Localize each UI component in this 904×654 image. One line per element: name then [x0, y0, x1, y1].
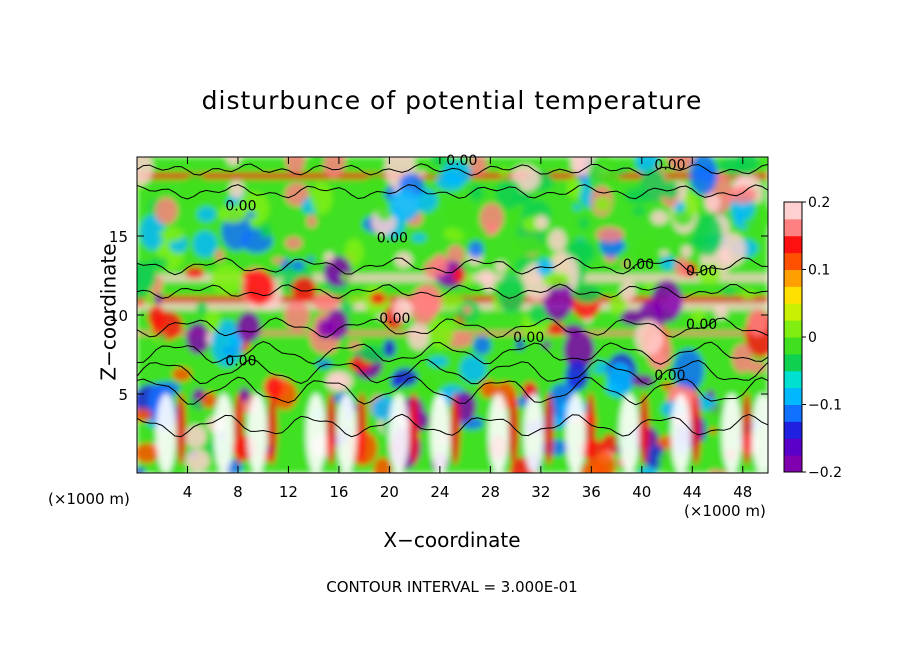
contour-label: 0.00 — [623, 257, 654, 273]
colorbar-swatch — [784, 404, 802, 422]
contour-labels: 0.00 0.00 0.00 0.00 0.00 0.00 0.00 0.00 0.00 0.00… — [225, 153, 717, 384]
x-axis-ticks: 4 8 12 16 20 24 28 32 36 40 44 48 — [183, 157, 752, 501]
y-tick-label: 15 — [109, 228, 128, 246]
contour-lines — [137, 163, 768, 438]
colorbar-swatch — [784, 353, 802, 372]
contour-interval-note: CONTOUR INTERVAL = 3.000E-01 — [326, 578, 578, 596]
y-axis-ticks: 5 10 15 — [109, 228, 768, 404]
colorbar-swatch — [784, 235, 802, 254]
x-tick-label: 28 — [481, 483, 500, 501]
contour-label: 0.00 — [377, 230, 408, 246]
x-tick-label: 48 — [733, 483, 752, 501]
contour-label: 0.00 — [446, 153, 477, 169]
x-tick-label: 8 — [233, 483, 243, 501]
contour-label: 0.00 — [686, 317, 717, 333]
colorbar-tick-label: −0.1 — [808, 398, 842, 414]
x-tick-label: 12 — [279, 483, 298, 501]
heatmap-field — [137, 157, 768, 473]
x-axis-label: X−coordinate — [383, 528, 521, 552]
x-tick-label: 40 — [632, 483, 651, 501]
x-tick-label: 32 — [531, 483, 550, 501]
colorbar-tick-label: 0 — [808, 330, 817, 346]
contour-label: 0.00 — [686, 264, 717, 280]
x-tick-label: 24 — [430, 483, 449, 501]
colorbar-swatch — [784, 455, 802, 473]
colorbar-swatch — [784, 370, 802, 389]
x-tick-label: 16 — [329, 483, 348, 501]
colorbar-swatch — [784, 421, 802, 439]
colorbar-swatch — [784, 202, 802, 220]
colorbar-swatch — [784, 286, 802, 304]
x-tick-label: 44 — [683, 483, 702, 501]
colorbar-swatch — [784, 218, 802, 237]
colorbar-tick-label: 0.1 — [808, 263, 830, 279]
contour-label: 0.00 — [654, 368, 685, 384]
colorbar-swatch — [784, 303, 802, 321]
y-tick-label: 5 — [118, 386, 128, 404]
contour-label: 0.00 — [225, 354, 256, 370]
z-unit-label: (×1000 m) — [48, 490, 130, 508]
colorbar-tick-label: 0.2 — [808, 195, 830, 211]
x-tick-label: 20 — [380, 483, 399, 501]
colorbar-swatch — [784, 387, 802, 405]
contour-label: 0.00 — [513, 330, 544, 346]
colorbar-swatch — [784, 438, 802, 456]
colorbar-tick-label: −0.2 — [808, 465, 842, 481]
y-tick-label: 10 — [109, 307, 128, 325]
x-tick-label: 4 — [183, 483, 193, 501]
colorbar-swatch — [784, 269, 802, 287]
contour-label: 0.00 — [654, 158, 685, 174]
contour-label: 0.00 — [379, 311, 410, 327]
contour-label: 0.00 — [225, 199, 256, 215]
colorbar-swatch — [784, 337, 802, 355]
x-unit-label: (×1000 m) — [684, 502, 766, 520]
chart-title: disturbunce of potential temperature — [201, 86, 703, 115]
colorbar-swatch — [784, 320, 802, 338]
x-tick-label: 36 — [582, 483, 601, 501]
colorbar-swatch — [784, 252, 802, 270]
colorbar: 0.2 0.1 0 −0.1 −0.2 — [783, 195, 842, 481]
